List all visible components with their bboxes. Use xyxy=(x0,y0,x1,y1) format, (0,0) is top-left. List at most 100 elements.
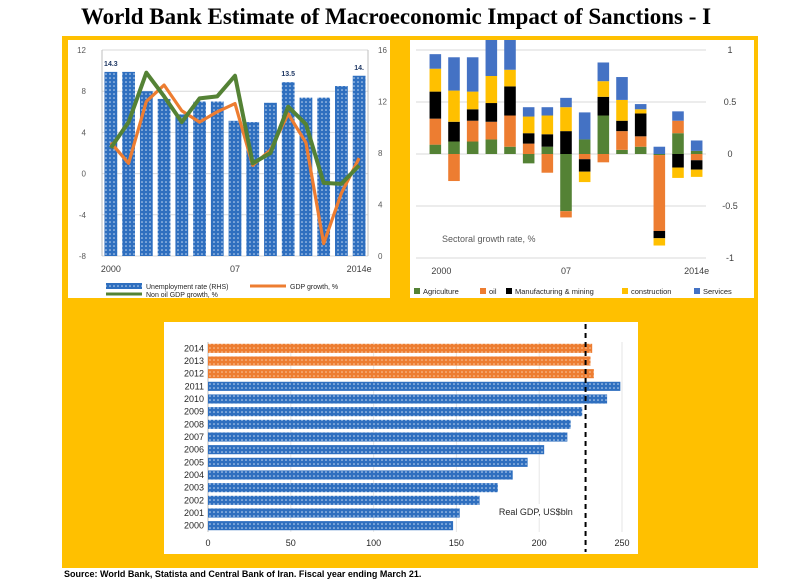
x-tick-label: 2014e xyxy=(684,266,709,276)
bar-segment-manufacturing-mining xyxy=(522,133,535,144)
x-tick-label: 150 xyxy=(449,538,464,548)
bar-segment-oil xyxy=(578,154,591,160)
bar-segment-oil xyxy=(466,120,479,142)
bar-segment-construction xyxy=(597,81,610,97)
y-tick-label: 1 xyxy=(727,45,732,55)
bar-segment-manufacturing-mining xyxy=(560,131,572,154)
bar-segment-services xyxy=(560,97,572,108)
x-tick-label: 50 xyxy=(286,538,296,548)
source-note: Source: World Bank, Statista and Central… xyxy=(64,569,422,579)
y-tick-label: 0 xyxy=(727,149,732,159)
y-left-tick-label: 0 xyxy=(82,170,87,179)
y-tick-label: 2004 xyxy=(184,470,204,480)
y-tick-label: 2005 xyxy=(184,457,204,467)
bar-real-gdp xyxy=(208,343,593,353)
bar-segment-manufacturing-mining xyxy=(690,160,703,170)
x-tick-label: 250 xyxy=(614,538,629,548)
annotation-bg xyxy=(492,504,579,518)
y-tick-label: 2007 xyxy=(184,432,204,442)
bar-real-gdp xyxy=(208,508,460,518)
bar-segment-construction xyxy=(541,115,554,135)
chart-unemployment-gdp: 12 8 4 0 -4 -8 16 12 8 4 0 14.3 13.5 14. 2000 07 2014e Un… xyxy=(68,40,390,299)
bar-segment-oil xyxy=(672,120,684,134)
bar-unemployment xyxy=(104,71,118,256)
page-title: World Bank Estimate of Macroeconomic Imp… xyxy=(80,4,712,29)
legend-label: GDP growth, % xyxy=(290,284,338,291)
bar-real-gdp xyxy=(208,521,454,531)
y-right-tick-label: 0 xyxy=(378,252,383,261)
y-tick-label: 2014 xyxy=(184,343,204,353)
bar-segment-agriculture xyxy=(690,150,703,154)
chart-real-gdp-svg: 0 50 100 150 200 250 2014 2013 2012 2011 2010 2009 2… xyxy=(184,324,630,552)
bar-data-label: 14.3 xyxy=(104,61,118,68)
bar-segment-services xyxy=(522,107,535,117)
y-left-tick-label: -8 xyxy=(79,252,87,261)
chart-sectoral-growth: 1 0.5 0 -0.5 -1 Sectoral growth rate, % 2000 07… xyxy=(410,25,754,298)
bar-real-gdp xyxy=(208,381,621,391)
bar-real-gdp xyxy=(208,419,571,429)
bar-segment-services xyxy=(541,107,554,116)
bar-segment-services xyxy=(485,39,498,76)
y-tick-label: 0.5 xyxy=(724,97,737,107)
y-left-tick-label: 8 xyxy=(82,87,87,96)
y-left-tick-label: 12 xyxy=(77,46,86,55)
y-tick-label: -0.5 xyxy=(722,201,738,211)
bar-unemployment xyxy=(264,102,277,256)
bar-real-gdp xyxy=(208,495,480,505)
legend-swatch-unemployment xyxy=(106,283,142,289)
chart-annotation: Sectoral growth rate, % xyxy=(442,234,536,244)
bar-segment-services xyxy=(616,77,628,100)
y-left-tick-label: -4 xyxy=(79,211,87,220)
y-tick-label: 2012 xyxy=(184,369,204,379)
legend-label: Non oil GDP growth, % xyxy=(146,292,218,298)
y-tick-label: 2013 xyxy=(184,356,204,366)
legend-swatch xyxy=(694,288,700,294)
bar-segment-agriculture xyxy=(466,141,479,154)
bar-real-gdp xyxy=(208,407,583,417)
y-tick-label: 2002 xyxy=(184,495,204,505)
bar-segment-agriculture xyxy=(616,149,628,154)
legend-label: Manufacturing & mining xyxy=(515,287,594,296)
bar-segment-manufacturing-mining xyxy=(429,91,442,119)
x-tick-label: 2000 xyxy=(431,266,451,276)
bar-segment-construction xyxy=(522,116,535,134)
bar-segment-construction xyxy=(485,76,498,104)
bar-segment-oil xyxy=(429,118,442,145)
legend-swatch xyxy=(622,288,628,294)
bar-segment-construction xyxy=(448,90,460,122)
bar-segment-oil xyxy=(522,143,535,154)
bar-segment-agriculture xyxy=(634,146,647,154)
x-tick-label: 200 xyxy=(532,538,547,548)
legend-swatch xyxy=(480,288,486,294)
legend-swatch xyxy=(414,288,420,294)
y-right-tick-label: 4 xyxy=(378,201,383,210)
bar-segment-oil xyxy=(504,115,516,147)
bar-data-label: 14. xyxy=(354,65,364,72)
bar-unemployment xyxy=(139,91,153,256)
chart-unemployment-gdp-svg: 12 8 4 0 -4 -8 16 12 8 4 0 14.3 13.5 14. 2000 07 2014e Un… xyxy=(77,46,387,299)
bar-unemployment xyxy=(335,86,348,256)
bar-segment-services xyxy=(466,57,479,92)
bar-segment-services xyxy=(597,62,610,82)
bar-segment-manufacturing-mining xyxy=(466,109,479,121)
bar-segment-construction xyxy=(653,238,666,246)
y-tick-label: 2008 xyxy=(184,419,204,429)
bar-segment-manufacturing-mining xyxy=(578,159,591,172)
x-tick-label: 0 xyxy=(205,538,210,548)
bar-segment-oil xyxy=(653,155,666,231)
legend-label: construction xyxy=(631,287,671,296)
bar-segment-agriculture xyxy=(485,139,498,154)
x-tick-label: 07 xyxy=(230,264,240,274)
bar-unemployment xyxy=(175,114,189,256)
bar-segment-manufacturing-mining xyxy=(634,113,647,137)
bar-segment-construction xyxy=(560,107,572,132)
bar-segment-services xyxy=(653,146,666,154)
y-right-tick-label: 12 xyxy=(378,98,387,107)
bar-segment-agriculture xyxy=(560,154,572,212)
bar-segment-oil xyxy=(634,136,647,147)
bar-segment-agriculture xyxy=(522,154,535,164)
bar-unemployment xyxy=(157,98,171,256)
bar-segment-construction xyxy=(578,171,591,183)
bar-data-label: 13.5 xyxy=(281,71,295,78)
bar-unemployment xyxy=(210,101,224,256)
